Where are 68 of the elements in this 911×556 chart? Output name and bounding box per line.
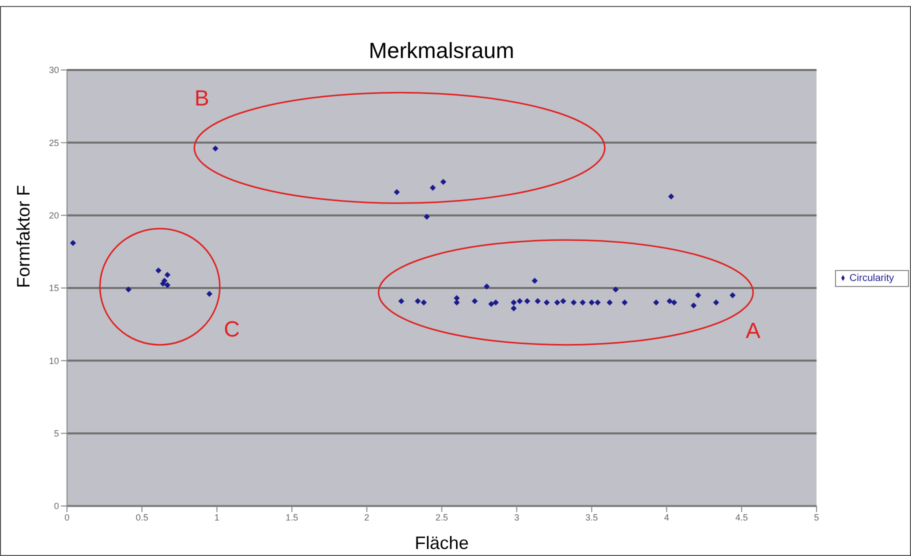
point (212, 145, 218, 152)
point (164, 282, 170, 288)
y-tick-label: 0 (54, 501, 59, 512)
point (532, 278, 538, 284)
point (622, 300, 628, 306)
y-tick-label: 15 (48, 283, 59, 294)
y-tick-label: 20 (48, 210, 59, 221)
point (394, 189, 400, 196)
point (560, 298, 566, 304)
point (420, 300, 427, 306)
point (516, 298, 523, 304)
x-tick-label: 5 (814, 512, 820, 522)
point (398, 298, 404, 304)
x-tick-label: 4 (664, 512, 670, 522)
y-tick-label: 10 (48, 356, 59, 366)
x-tick-label: 1.5 (286, 512, 298, 522)
point (690, 302, 697, 308)
annotation: A (746, 318, 761, 343)
y-tick-label: 25 (48, 138, 59, 148)
point (454, 300, 460, 306)
x-tick-label: 0 (64, 512, 70, 522)
point (588, 300, 595, 306)
point (653, 300, 660, 306)
legend-label: Circularity (850, 272, 894, 284)
y-axis-title: Formfaktor F (13, 184, 34, 288)
chart-title: Merkmalsraum (368, 38, 516, 64)
y-tick-label: 30 (48, 65, 59, 76)
point (206, 290, 212, 297)
point (606, 300, 613, 306)
point (472, 298, 478, 304)
x-tick-label: 2 (364, 512, 370, 522)
x-tick-label: 3.5 (585, 512, 598, 522)
point (554, 300, 560, 306)
point (70, 240, 76, 246)
point (671, 300, 678, 306)
point (488, 300, 494, 307)
point (125, 286, 132, 292)
point (534, 298, 541, 304)
point (580, 300, 586, 306)
x-tick-label: 3 (514, 512, 520, 522)
x-tick-label: 4.5 (735, 512, 748, 522)
point (510, 305, 517, 312)
point (164, 272, 170, 278)
point (155, 268, 162, 274)
annotation: C (224, 316, 240, 342)
x-tick-label: 2.5 (436, 512, 448, 522)
y-tick-label: 5 (54, 428, 59, 439)
point (612, 286, 619, 292)
point (484, 284, 490, 290)
point (492, 300, 499, 306)
point (430, 184, 436, 191)
x-tick-label: 0.5 (136, 512, 148, 522)
point (570, 300, 577, 306)
point (510, 300, 517, 306)
point (524, 298, 530, 304)
point (730, 292, 736, 298)
point (414, 298, 421, 304)
point (424, 214, 430, 220)
point (713, 300, 720, 306)
point (544, 300, 550, 306)
point (695, 292, 702, 298)
point (440, 178, 446, 185)
point (594, 300, 601, 306)
annotation: B (194, 85, 210, 110)
point (668, 193, 674, 200)
x-axis-title: Fläche (414, 533, 469, 553)
x-tick-label: 1 (214, 512, 220, 522)
point (666, 298, 673, 304)
